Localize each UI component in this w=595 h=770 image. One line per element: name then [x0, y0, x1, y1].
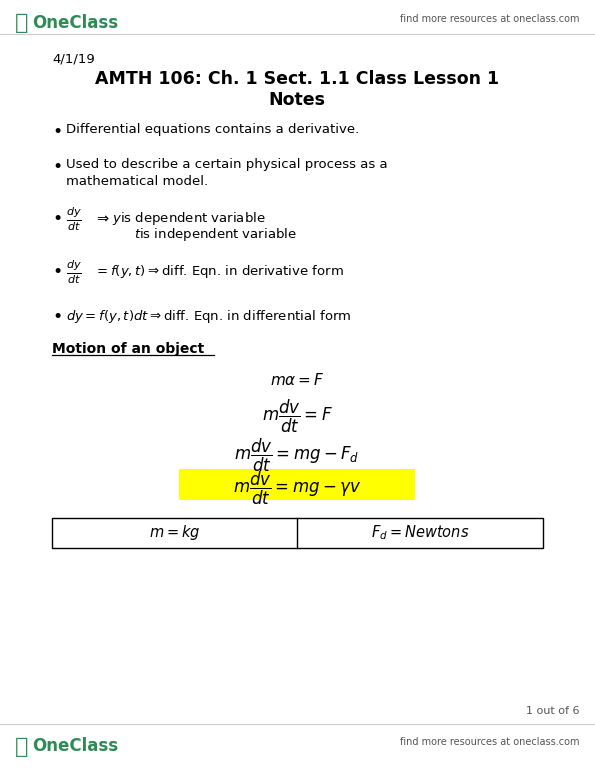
Text: $F_d = Newtons$: $F_d = Newtons$ [371, 524, 469, 542]
Text: $\Rightarrow$: $\Rightarrow$ [94, 210, 111, 225]
Text: $= f(y,t) \Rightarrow$diff. Eqn. in derivative form: $= f(y,t) \Rightarrow$diff. Eqn. in deri… [94, 263, 344, 280]
Text: $m = kg$: $m = kg$ [149, 524, 200, 543]
Text: $m\alpha = F$: $m\alpha = F$ [270, 372, 324, 388]
Text: ❧: ❧ [15, 736, 29, 758]
Text: $dy = f(y,t)dt \Rightarrow$diff. Eqn. in differential form: $dy = f(y,t)dt \Rightarrow$diff. Eqn. in… [66, 308, 352, 325]
Text: •: • [52, 123, 62, 141]
Text: $m\dfrac{dv}{dt} = F$: $m\dfrac{dv}{dt} = F$ [262, 398, 333, 435]
Text: mathematical model.: mathematical model. [66, 175, 208, 188]
Text: $m\dfrac{dv}{dt} = mg - \gamma v$: $m\dfrac{dv}{dt} = mg - \gamma v$ [233, 470, 361, 507]
Text: Used to describe a certain physical process as a: Used to describe a certain physical proc… [66, 158, 387, 171]
Text: •: • [52, 263, 62, 281]
Text: •: • [52, 308, 62, 326]
Text: $y$is dependent variable: $y$is dependent variable [112, 210, 265, 227]
Text: 1 out of 6: 1 out of 6 [527, 706, 580, 716]
Text: OneClass: OneClass [32, 737, 118, 755]
Text: •: • [52, 158, 62, 176]
Text: $\frac{dy}{dt}$: $\frac{dy}{dt}$ [66, 258, 82, 286]
Text: AMTH 106: Ch. 1 Sect. 1.1 Class Lesson 1: AMTH 106: Ch. 1 Sect. 1.1 Class Lesson 1 [95, 70, 499, 88]
Bar [179, 469, 415, 500]
Text: OneClass: OneClass [32, 14, 118, 32]
Text: Motion of an object: Motion of an object [52, 342, 204, 356]
Text: 4/1/19: 4/1/19 [52, 52, 95, 65]
Text: find more resources at oneclass.com: find more resources at oneclass.com [400, 14, 580, 24]
Text: $m\dfrac{dv}{dt} = mg - F_d$: $m\dfrac{dv}{dt} = mg - F_d$ [234, 437, 359, 474]
Text: Differential equations contains a derivative.: Differential equations contains a deriva… [66, 123, 359, 136]
Text: •: • [52, 210, 62, 228]
Text: Notes: Notes [268, 91, 325, 109]
Text: $t$is independent variable: $t$is independent variable [134, 226, 297, 243]
Text: $\frac{dy}{dt}$: $\frac{dy}{dt}$ [66, 205, 82, 233]
Bar [52, 518, 543, 548]
Text: ❧: ❧ [15, 12, 29, 34]
Text: find more resources at oneclass.com: find more resources at oneclass.com [400, 737, 580, 747]
